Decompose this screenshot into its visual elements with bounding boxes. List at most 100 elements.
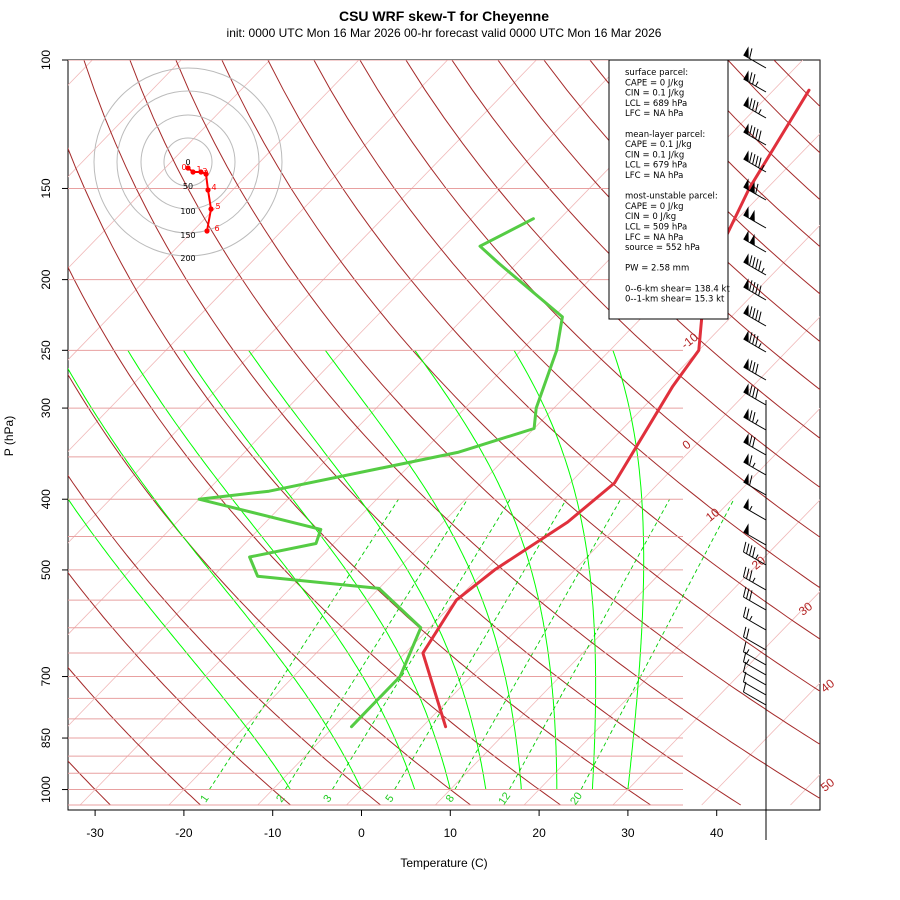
wind-barb-feather (752, 281, 756, 293)
wind-barb (742, 586, 767, 611)
wind-barb-feather (746, 628, 750, 639)
chart-title: CSU WRF skew-T for Cheyenne (339, 8, 549, 24)
wind-barb-feather (749, 590, 753, 601)
wind-barb-staff (743, 636, 767, 651)
wind-barb-feather (749, 385, 753, 396)
x-tick-label: 0 (358, 826, 365, 840)
mixing-ratio-line (209, 498, 399, 790)
wind-barb (743, 123, 767, 146)
wind-barb-feather (746, 608, 750, 619)
isotherm-line (168, 133, 820, 806)
hodograph-height-label: 0 (181, 163, 186, 172)
mixing-ratio-label: 20 (568, 790, 585, 807)
wind-barb-feather (755, 128, 759, 140)
wind-barb-feather (755, 101, 759, 113)
x-axis-label: Temperature (C) (400, 856, 487, 870)
info-box-frame (608, 59, 729, 320)
info-line: CIN = 0.1 J/kg (625, 150, 684, 160)
wind-barb-staff (743, 366, 767, 381)
wind-barb-staff (743, 506, 767, 521)
wind-barb-feather (742, 626, 747, 638)
mixing-ratio-label: 1 (198, 793, 211, 805)
y-tick-label: 250 (39, 340, 53, 360)
info-line: LFC = NA hPa (625, 109, 683, 119)
wind-barb-feather (742, 641, 747, 653)
wind-barb-feather (742, 681, 747, 693)
wind-barb (743, 230, 767, 253)
wind-barb-staff (743, 131, 767, 146)
wind-barb-staff (743, 54, 767, 69)
wind-barb-flag (743, 433, 749, 445)
wind-barb (743, 150, 767, 173)
wind-barb (743, 304, 767, 327)
wind-barb (742, 681, 767, 706)
wind-barb-feather (746, 543, 750, 554)
isotherm-line (68, 60, 271, 269)
y-tick-label: 500 (39, 560, 53, 580)
wind-barb (742, 641, 767, 666)
hodograph-ring-label: 0 (185, 158, 190, 167)
hodograph-ring-label: 50 (183, 182, 193, 191)
wind-barb-half (755, 81, 759, 87)
wind-barb (743, 178, 767, 201)
wind-barb-feather (742, 541, 747, 553)
isotherm-line (68, 60, 626, 635)
info-line: most-unstable parcel: (625, 192, 718, 202)
dry-adiabat (773, 60, 820, 108)
wind-barb-flag (743, 206, 749, 218)
wind-barb-feather (755, 258, 759, 270)
wind-barb-flag (743, 453, 749, 465)
hodograph-height-label: 4 (211, 183, 216, 192)
y-axis-label: P (hPa) (2, 416, 16, 456)
hodograph-height-label: 3 (203, 169, 208, 178)
wind-barb-flag (743, 358, 749, 370)
moist-adiabat (324, 350, 522, 790)
wind-barb-feather (749, 98, 753, 109)
wind-barb-feather (752, 73, 756, 85)
info-line: LFC = NA hPa (625, 233, 683, 243)
wind-barb-feather (752, 126, 756, 138)
pressure-axis: 100 150 200 250 300 400 500 700 850 1000 (39, 50, 68, 803)
wind-barb-half (752, 462, 756, 468)
info-line: PW = 2.58 mm (625, 264, 689, 274)
isotherm-label: 30 (796, 599, 815, 618)
y-tick-label: 850 (39, 728, 53, 748)
dry-adiabat (727, 60, 820, 154)
wind-barb-half (761, 267, 765, 273)
dry-adiabat (68, 373, 471, 806)
isotherm-line (435, 407, 820, 806)
hodograph-point (204, 228, 210, 234)
x-tick-label: 10 (444, 826, 458, 840)
y-tick-label: 1000 (39, 776, 53, 803)
mixing-ratio-label: 3 (321, 793, 334, 805)
info-line: CIN = 0 J/kg (625, 212, 676, 222)
wind-barb-half (749, 615, 753, 621)
wind-barb-half (755, 419, 759, 425)
moist-adiabat (612, 350, 645, 790)
isotherms (68, 60, 820, 806)
hodograph-ring (93, 67, 283, 257)
wind-barb (743, 278, 767, 301)
wind-barb-feather (755, 183, 759, 195)
wind-barb-feather (746, 588, 750, 599)
wind-barb-feather (752, 256, 756, 268)
moist-adiabat (248, 350, 487, 790)
hodograph-ring-label: 150 (180, 231, 195, 240)
wind-barb-feather (752, 333, 756, 345)
isotherm-label: 10 (703, 505, 722, 524)
wind-barb-feather (752, 546, 756, 558)
wind-barb-feather (758, 130, 762, 141)
isotherm-line (68, 60, 360, 361)
wind-barb-flag (743, 473, 749, 485)
wind-barb-flag (743, 408, 749, 420)
wind-barb-feather (749, 125, 753, 136)
wind-barb-feather (752, 386, 756, 398)
wind-barb-flag (749, 181, 755, 194)
wind-barb-feather (755, 155, 759, 167)
moist-adiabat (68, 367, 362, 790)
wind-barb-staff (743, 671, 767, 686)
isotherm-line (68, 60, 448, 452)
x-tick-label: -30 (86, 826, 104, 840)
chart-subtitle: init: 0000 UTC Mon 16 Mar 2026 00-hr for… (227, 26, 662, 40)
